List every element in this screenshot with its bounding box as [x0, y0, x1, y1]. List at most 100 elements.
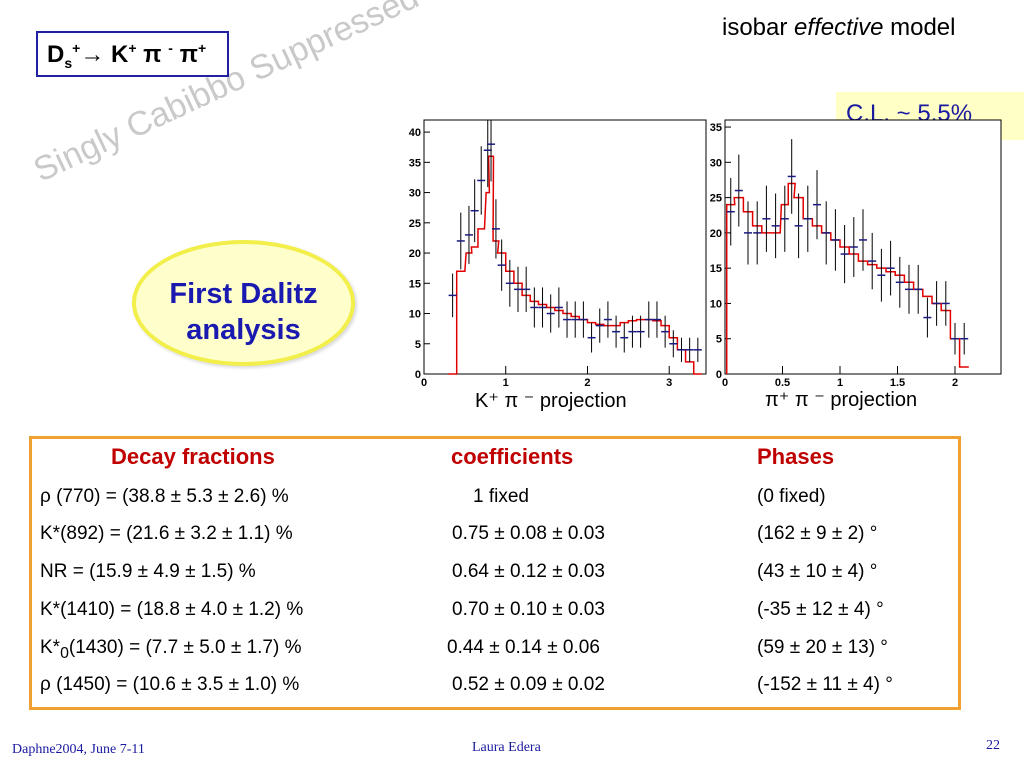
data-point: [840, 224, 849, 284]
data-point: [905, 264, 913, 314]
row-rho770-phase: (0 fixed): [757, 486, 826, 507]
data-point: [483, 120, 492, 188]
row-k1410-phase: (-35 ± 12 ± 4) °: [757, 599, 884, 620]
data-point: [669, 330, 678, 358]
data-point: [822, 201, 831, 265]
decay-k-sup: +: [128, 40, 137, 56]
title-italic: effective: [794, 14, 884, 41]
x-tick-label: 0: [421, 377, 427, 389]
data-point: [487, 120, 496, 182]
data-point: [877, 248, 886, 302]
y-tick-label: 20: [409, 248, 421, 260]
decay-arrow: →: [80, 41, 105, 68]
plot-frame: [423, 119, 707, 375]
plot1-xlabel: K⁺ π ⁻ projection: [475, 390, 627, 412]
data-point: [868, 232, 877, 290]
row-k0-1430-coefficient: 0.44 ± 0.14 ± 0.06: [447, 637, 600, 658]
data-point: [636, 315, 645, 348]
row-k1410-coefficient: 0.70 ± 0.10 ± 0.03: [452, 599, 605, 620]
header-phases: Phases: [757, 444, 835, 469]
data-point: [813, 170, 821, 240]
row-rho1450-fraction: ρ (1450) = (10.6 ± 3.5 ± 1.0) %: [40, 674, 300, 695]
data-point: [726, 177, 735, 246]
slide-title: isobar effective model: [722, 14, 955, 42]
plot2-xlabel: π⁺ π ⁻ projection: [765, 389, 918, 411]
data-point: [762, 185, 771, 252]
data-point: [644, 301, 653, 338]
data-point: [603, 301, 612, 338]
data-point: [546, 294, 555, 333]
data-point: [563, 301, 572, 338]
x-tick-label: 0: [722, 377, 728, 389]
data-point: [787, 139, 796, 214]
data-point: [914, 264, 923, 314]
data-point: [628, 315, 637, 348]
data-point: [923, 297, 932, 338]
y-tick-label: 30: [710, 157, 722, 169]
x-tick-label: 1.5: [890, 377, 905, 389]
y-tick-label: 35: [409, 157, 421, 169]
row-k892-coefficient: 0.75 ± 0.08 ± 0.03: [452, 523, 605, 544]
data-point: [859, 209, 867, 271]
x-tick-label: 3: [666, 377, 672, 389]
x-tick-label: 1: [837, 377, 843, 389]
data-point: [456, 212, 465, 270]
data-point: [652, 301, 661, 338]
y-tick-label: 5: [415, 339, 421, 351]
data-point: [849, 217, 858, 277]
data-point: [530, 287, 539, 328]
data-point: [895, 256, 904, 308]
decay-d-sub: s: [64, 54, 73, 71]
row-k0-1430-phase: (59 ± 20 ± 13) °: [757, 637, 888, 658]
data-point: [951, 322, 959, 355]
decay-channel-box: Ds+→ K+ π - π+: [36, 31, 229, 77]
decay-pi2: π: [172, 41, 198, 68]
footer-page-number: 22: [986, 738, 1000, 753]
footer-author: Laura Edera: [472, 740, 541, 755]
data-point: [612, 315, 621, 348]
y-tick-label: 0: [415, 369, 421, 381]
results-table: [29, 436, 961, 710]
y-tick-label: 30: [409, 188, 421, 200]
callout-line1: First Dalitz: [169, 278, 318, 310]
row-nr-phase: (43 ± 10 ± 4) °: [757, 561, 878, 582]
row-k0-1430-fraction: K*0(1430) = (7.7 ± 5.0 ± 1.7) %: [40, 637, 302, 662]
data-point: [693, 337, 702, 362]
data-point: [595, 308, 604, 343]
decay-pi1-sup: -: [168, 40, 173, 56]
k0-fraction-text: (1430) = (7.7 ± 5.0 ± 1.7) %: [68, 637, 302, 658]
data-point: [464, 205, 473, 264]
data-point: [677, 337, 686, 362]
y-tick-label: 5: [716, 334, 722, 346]
data-point: [780, 185, 789, 252]
k-pi-projection-plot: 0 5 10 15 20 25 30 35 40 0 1 2 3: [409, 119, 707, 389]
row-rho770-fraction: ρ (770) = (38.8 ± 5.3 ± 2.6) %: [40, 486, 289, 507]
data-point: [514, 266, 522, 312]
data-point: [685, 337, 694, 362]
data-point: [771, 193, 780, 259]
data-point: [579, 301, 588, 338]
callout-ellipse: [132, 240, 355, 366]
data-point: [497, 239, 506, 291]
data-point: [522, 266, 531, 312]
data-point: [470, 179, 479, 243]
data-point: [932, 281, 941, 326]
x-tick-label: 2: [584, 377, 590, 389]
data-point: [491, 199, 500, 259]
row-k1410-fraction: K*(1410) = (18.8 ± 4.0 ± 1.2) %: [40, 599, 304, 620]
y-tick-label: 15: [710, 263, 722, 275]
data-point: [661, 315, 670, 348]
data-point: [794, 193, 803, 259]
k0-prefix: K*: [40, 637, 61, 658]
y-tick-label: 10: [710, 298, 722, 310]
k0-sub: 0: [60, 644, 69, 662]
row-rho1450-phase: (-152 ± 11 ± 4) °: [757, 674, 893, 695]
pi-pi-projection-plot: 0 5 10 15 20 25 30 35 0 0.5 1 1.5 2: [710, 119, 1002, 389]
row-k892-fraction: K*(892) = (21.6 ± 3.2 ± 1.1) %: [40, 523, 293, 544]
callout-text: First Dalitz analysis: [132, 276, 355, 348]
data-point: [803, 185, 812, 252]
x-tick-label: 2: [952, 377, 958, 389]
title-suffix: model: [883, 14, 956, 41]
y-tick-label: 25: [409, 218, 421, 230]
data-point: [886, 240, 895, 296]
